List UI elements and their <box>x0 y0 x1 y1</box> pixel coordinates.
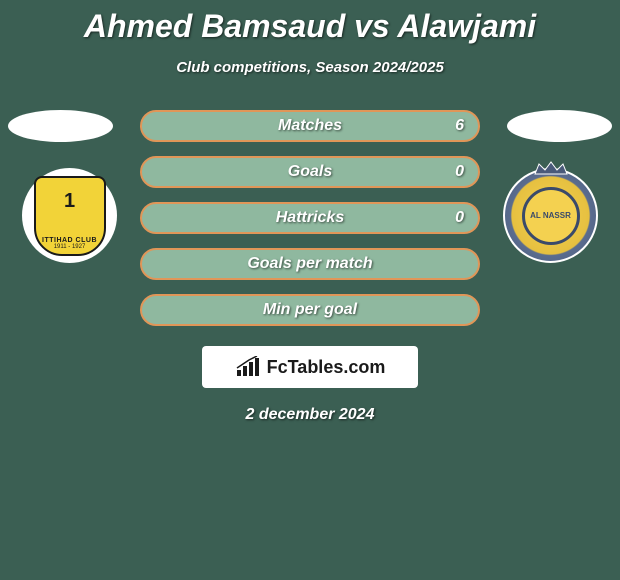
ittihad-badge-text: ITTIHAD CLUB <box>42 237 97 244</box>
stats-list: Matches 6 Goals 0 Hattricks 0 Goals per … <box>140 110 480 326</box>
ittihad-badge-icon: 1 ITTIHAD CLUB 1911 - 1927 <box>34 176 106 256</box>
subtitle: Club competitions, Season 2024/2025 <box>0 59 620 76</box>
alnassr-crown-icon <box>533 160 569 176</box>
left-platform-ellipse <box>8 110 113 142</box>
stat-row-min-per-goal: Min per goal <box>140 294 480 326</box>
left-club-logo: 1 ITTIHAD CLUB 1911 - 1927 <box>22 168 117 263</box>
stat-right-value: 0 <box>455 209 464 227</box>
comparison-content: 1 ITTIHAD CLUB 1911 - 1927 AL NASSR Matc… <box>0 110 620 424</box>
stat-label: Hattricks <box>276 209 344 227</box>
stat-label: Matches <box>278 117 342 135</box>
alnassr-inner-circle: AL NASSR <box>522 187 580 245</box>
stat-row-hattricks: Hattricks 0 <box>140 202 480 234</box>
stat-row-goals-per-match: Goals per match <box>140 248 480 280</box>
date-text: 2 december 2024 <box>0 406 620 424</box>
stat-label: Goals <box>288 163 332 181</box>
bar-chart-icon <box>235 356 261 378</box>
branding-box: FcTables.com <box>202 346 418 388</box>
page-title: Ahmed Bamsaud vs Alawjami <box>0 0 620 45</box>
ittihad-badge-year: 1911 - 1927 <box>54 244 86 250</box>
stat-right-value: 6 <box>455 117 464 135</box>
stat-row-goals: Goals 0 <box>140 156 480 188</box>
stat-right-value: 0 <box>455 163 464 181</box>
right-club-logo: AL NASSR <box>503 168 598 263</box>
stat-row-matches: Matches 6 <box>140 110 480 142</box>
stat-label: Goals per match <box>247 255 372 273</box>
branding-text: FcTables.com <box>267 357 386 378</box>
stat-label: Min per goal <box>263 301 357 319</box>
ittihad-badge-number: 1 <box>64 190 75 213</box>
right-platform-ellipse <box>507 110 612 142</box>
